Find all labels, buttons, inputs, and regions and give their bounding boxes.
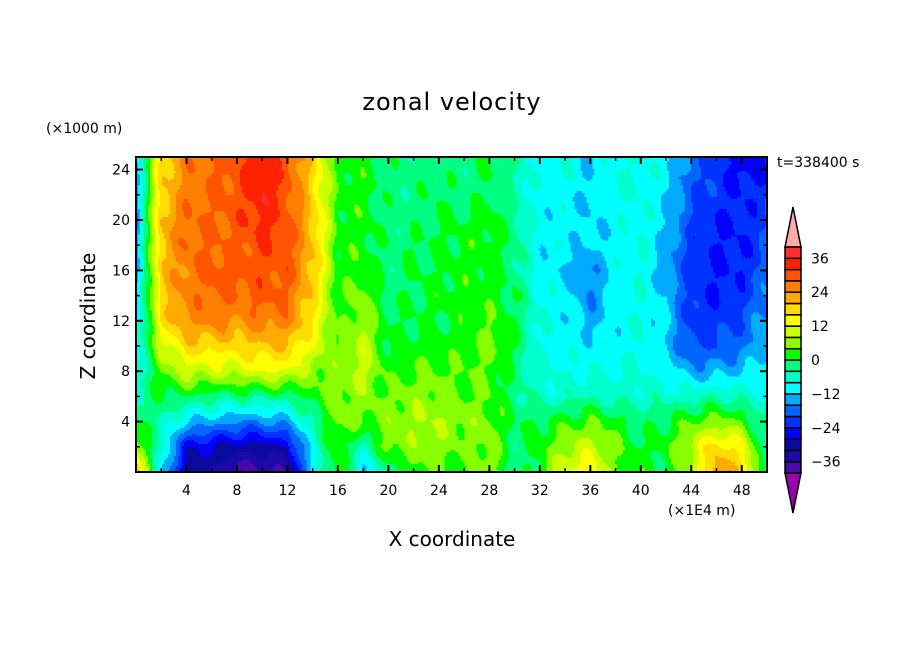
y-ticks: 4 8 12 16 20 24	[112, 163, 767, 448]
colorbar-box	[784, 291, 802, 305]
x-axis-label: X coordinate	[388, 527, 516, 551]
colorbar-box	[784, 257, 802, 271]
x-tick-label: 16	[329, 483, 347, 499]
colorbar-box	[784, 370, 802, 384]
x-ticks: 4 8 12 16 20 24 28 32 36 40 44 48	[160, 157, 751, 499]
colorbar-box	[784, 280, 802, 293]
y-unit-label: (×1000 m)	[46, 121, 123, 137]
y-tick-label: 4	[121, 415, 130, 431]
y-tick-label: 12	[112, 314, 130, 330]
x-tick-label: 28	[480, 483, 498, 499]
colorbar-box	[784, 246, 802, 260]
colorbar-box	[784, 404, 802, 418]
colorbar-box	[784, 449, 802, 463]
plot-frame	[135, 156, 768, 473]
colorbar-label: −24	[811, 421, 841, 437]
colorbar-box	[784, 347, 802, 361]
colorbar-label: 12	[811, 319, 829, 335]
colorbar: 36 24 12 0 −12 −24 −36	[784, 206, 841, 514]
x-tick-label: 48	[733, 483, 751, 499]
contour-field	[136, 157, 767, 472]
x-tick-label: 8	[232, 483, 241, 499]
colorbar-box	[784, 438, 802, 452]
x-tick-label: 44	[682, 483, 700, 499]
x-tick-label: 24	[430, 483, 448, 499]
colorbar-box	[784, 268, 802, 282]
colorbar-box	[784, 325, 802, 339]
colorbar-label: 0	[811, 353, 820, 369]
colorbar-label: 36	[811, 251, 829, 267]
colorbar-over-triangle	[784, 206, 802, 248]
colorbar-box	[784, 460, 802, 474]
colorbar-box	[784, 302, 802, 316]
colorbar-label: 24	[811, 285, 829, 301]
x-tick-label: 36	[581, 483, 599, 499]
colorbar-label: −36	[811, 455, 841, 471]
colorbar-box	[784, 381, 802, 395]
colorbar-box	[784, 415, 802, 429]
y-tick-label: 24	[112, 163, 130, 179]
colorbar-under-triangle	[784, 472, 802, 514]
y-tick-label: 8	[121, 364, 130, 380]
time-annotation: t=338400 s	[777, 155, 860, 171]
y-tick-label: 16	[112, 263, 130, 279]
x-unit-label: (×1E4 m)	[668, 503, 736, 519]
colorbar-box	[784, 427, 802, 440]
colorbar-box	[784, 393, 802, 406]
x-tick-label: 32	[531, 483, 549, 499]
chart-title: zonal velocity	[362, 88, 542, 116]
x-tick-label: 20	[379, 483, 397, 499]
colorbar-box	[784, 336, 802, 350]
y-tick-label: 20	[112, 213, 130, 229]
colorbar-label: −12	[811, 387, 841, 403]
x-tick-label: 4	[182, 483, 191, 499]
colorbar-box	[784, 359, 802, 373]
x-tick-label: 12	[279, 483, 297, 499]
x-tick-label: 40	[632, 483, 650, 499]
colorbar-box	[784, 314, 802, 327]
